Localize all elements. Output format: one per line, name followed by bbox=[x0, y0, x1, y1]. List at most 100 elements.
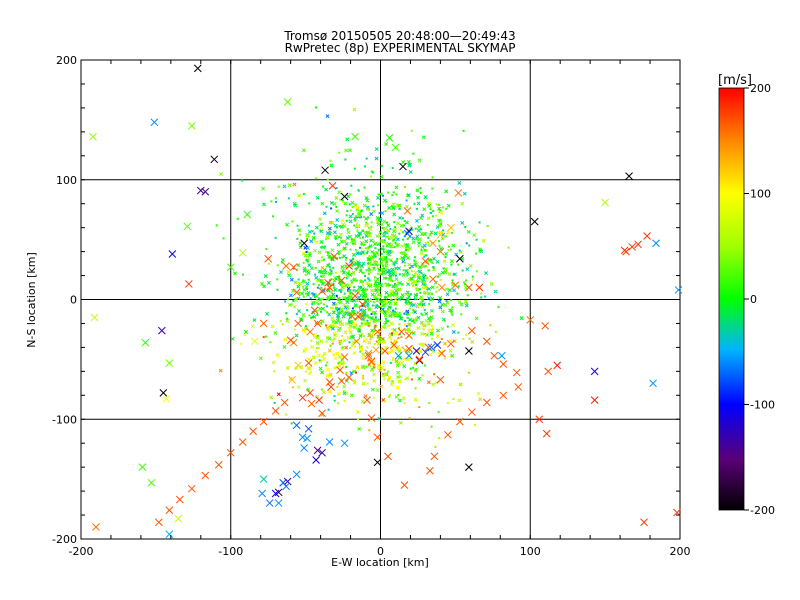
data-point-x bbox=[622, 247, 630, 256]
data-point-x bbox=[309, 239, 314, 244]
data-point-x bbox=[345, 271, 350, 276]
data-point-x bbox=[398, 316, 403, 321]
data-point-x bbox=[273, 331, 278, 335]
data-point-x bbox=[382, 310, 387, 315]
data-point bbox=[368, 279, 371, 282]
data-point-x bbox=[429, 315, 434, 320]
data-point bbox=[415, 319, 418, 322]
data-point bbox=[389, 306, 392, 309]
data-point-x bbox=[377, 281, 382, 286]
data-point-x bbox=[333, 287, 338, 292]
data-point bbox=[290, 422, 293, 425]
data-point-x bbox=[406, 282, 410, 287]
data-point bbox=[415, 368, 418, 371]
data-point-x bbox=[282, 184, 287, 189]
data-point bbox=[475, 252, 478, 255]
data-point-x bbox=[250, 337, 259, 346]
data-point-x bbox=[345, 373, 353, 382]
data-point bbox=[325, 264, 328, 267]
data-point bbox=[351, 213, 354, 216]
data-point-x bbox=[374, 285, 379, 290]
data-point bbox=[414, 387, 417, 390]
data-point-x bbox=[382, 257, 387, 262]
data-point-x bbox=[310, 306, 319, 315]
data-point bbox=[343, 292, 346, 295]
data-point-x bbox=[535, 415, 544, 424]
data-point-x bbox=[276, 392, 281, 397]
data-point-x bbox=[315, 396, 323, 404]
data-point-x bbox=[141, 338, 150, 347]
data-point bbox=[364, 247, 367, 250]
data-point-x bbox=[337, 392, 341, 396]
data-point-x bbox=[427, 203, 432, 208]
data-point bbox=[333, 395, 336, 398]
data-point bbox=[332, 304, 335, 307]
data-point bbox=[388, 258, 391, 261]
data-point-x bbox=[408, 246, 413, 251]
data-point-x bbox=[379, 222, 384, 227]
data-point bbox=[441, 350, 444, 353]
data-point-x bbox=[384, 261, 389, 266]
data-point bbox=[335, 303, 338, 306]
data-point-x bbox=[328, 181, 337, 190]
colorbar-gradient bbox=[718, 87, 745, 511]
data-point-x bbox=[358, 308, 363, 313]
data-point-x bbox=[440, 326, 445, 331]
data-point bbox=[405, 301, 408, 304]
data-point-x bbox=[474, 316, 479, 321]
data-point-x bbox=[347, 327, 352, 332]
data-point-x bbox=[472, 233, 477, 238]
data-point bbox=[349, 209, 352, 212]
data-point-x bbox=[184, 280, 193, 288]
data-point-x bbox=[382, 219, 387, 224]
data-point-x bbox=[381, 233, 386, 238]
data-point bbox=[364, 274, 367, 277]
data-point bbox=[409, 357, 412, 360]
data-point-x bbox=[303, 245, 308, 250]
data-point-x bbox=[387, 277, 392, 282]
data-point bbox=[450, 299, 453, 302]
data-point bbox=[316, 347, 319, 350]
data-point bbox=[352, 289, 355, 292]
data-point-x bbox=[320, 306, 325, 311]
data-point bbox=[349, 347, 352, 350]
data-point bbox=[456, 292, 459, 295]
data-point bbox=[347, 297, 350, 300]
data-point bbox=[403, 323, 406, 326]
data-point-x bbox=[358, 280, 363, 284]
data-point bbox=[480, 296, 483, 299]
data-point bbox=[401, 217, 404, 220]
data-point bbox=[311, 301, 314, 304]
data-point-x bbox=[330, 248, 335, 253]
y-axis-ticks: -200 -100 0 100 200 bbox=[52, 54, 680, 546]
data-point-x bbox=[305, 281, 310, 286]
data-point bbox=[390, 338, 393, 341]
data-point-x bbox=[384, 452, 392, 461]
data-point bbox=[359, 286, 362, 289]
data-point-x bbox=[426, 216, 431, 221]
data-point bbox=[295, 313, 298, 316]
data-point bbox=[313, 232, 316, 235]
data-point bbox=[330, 291, 333, 294]
data-point bbox=[348, 203, 351, 206]
y-tick-label: 0 bbox=[70, 294, 77, 307]
data-point-x bbox=[390, 348, 395, 353]
data-point bbox=[392, 312, 395, 315]
data-point bbox=[329, 344, 332, 347]
data-point bbox=[468, 244, 471, 247]
data-point-x bbox=[421, 342, 426, 347]
data-point-x bbox=[352, 107, 357, 112]
data-point bbox=[395, 287, 398, 290]
data-point-x bbox=[478, 248, 483, 253]
data-point bbox=[383, 239, 386, 242]
data-point bbox=[390, 322, 393, 325]
data-point-x bbox=[422, 280, 427, 285]
data-point bbox=[340, 290, 343, 293]
data-point bbox=[442, 206, 445, 209]
data-point-x bbox=[652, 239, 660, 248]
data-point bbox=[463, 281, 466, 284]
data-point-x bbox=[329, 200, 334, 205]
data-point bbox=[341, 256, 344, 259]
data-point-x bbox=[174, 514, 183, 523]
data-point-x bbox=[348, 330, 353, 335]
